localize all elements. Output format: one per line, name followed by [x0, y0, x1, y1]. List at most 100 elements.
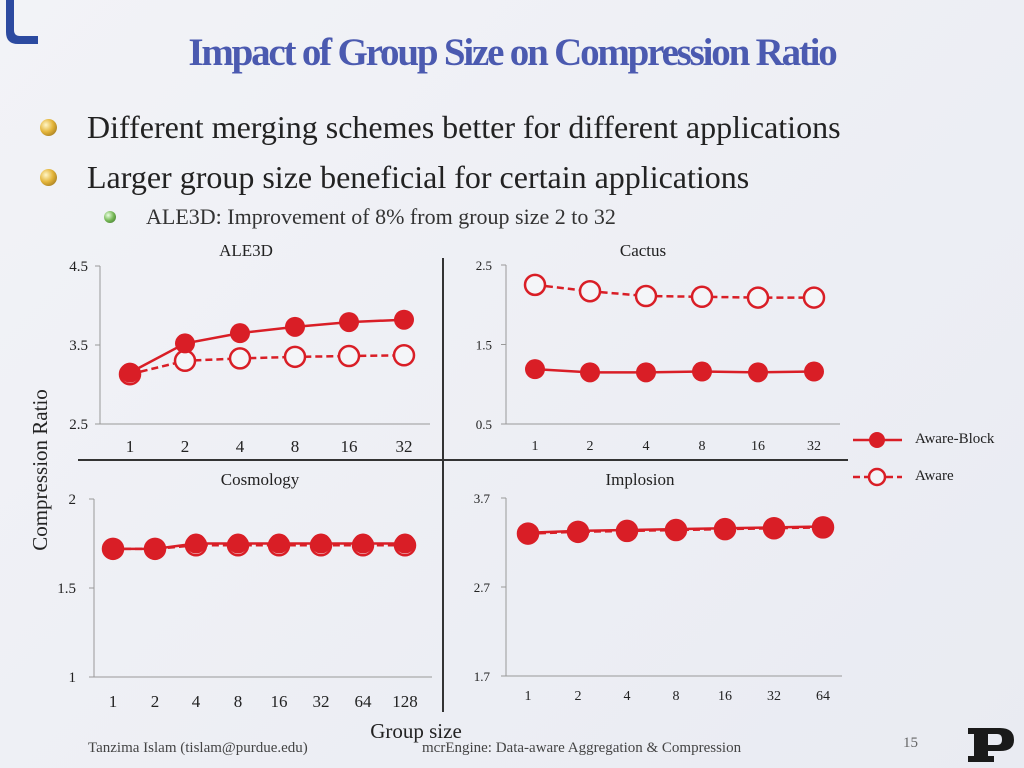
- cactus-point-aware: [634, 284, 658, 308]
- implosion-y-tick-label: 1.7: [474, 669, 491, 684]
- bullet-item-2: Larger group size beneficial for certain…: [40, 152, 841, 202]
- cactus-point-aware-block: [692, 361, 712, 382]
- implosion-x-tick-label: 8: [673, 689, 680, 704]
- ale3d-point-aware: [283, 345, 307, 369]
- bullet-list: Different merging schemes better for dif…: [40, 102, 841, 232]
- cosmology-y-tick-label: 1.5: [57, 581, 76, 597]
- cactus-point-aware: [690, 285, 714, 309]
- cactus-x-tick-label: 1: [532, 439, 539, 454]
- ale3d-point-aware: [228, 347, 252, 370]
- implosion-y-tick-label: 2.7: [474, 580, 491, 595]
- cosmology-point-aware-block: [145, 538, 165, 559]
- cactus-point-aware: [523, 273, 547, 297]
- cactus-point-aware: [578, 279, 602, 303]
- cosmology-point-aware-block: [228, 533, 248, 554]
- implosion-point-aware-block: [518, 522, 538, 543]
- cactus-point-aware-block: [525, 359, 545, 380]
- gold-bullet-icon: [40, 168, 57, 186]
- ale3d-point-aware: [392, 344, 416, 367]
- implosion-chart-title: Implosion: [606, 470, 675, 489]
- ale3d-x-tick-label: 8: [291, 437, 300, 456]
- cactus-point-aware-block: [636, 362, 656, 383]
- cosmology-x-tick-label: 8: [234, 692, 243, 711]
- cosmology-point-aware-block: [311, 533, 331, 554]
- ale3d-point-aware: [337, 344, 361, 368]
- cosmology-x-tick-label: 128: [392, 692, 418, 711]
- cactus-x-tick-label: 32: [807, 439, 821, 454]
- bullet-text-2: Larger group size beneficial for certain…: [87, 158, 750, 195]
- ale3d-point-aware-block: [394, 309, 414, 330]
- footer-title: mcrEngine: Data-aware Aggregation & Comp…: [422, 740, 742, 756]
- implosion-x-tick-label: 32: [767, 689, 781, 704]
- y-axis-label: Compression Ratio: [28, 389, 52, 551]
- ale3d-y-tick-label: 4.5: [69, 259, 88, 275]
- lab-logo-icon: [6, 0, 38, 44]
- legend-label-aware-block: Aware-Block: [915, 431, 995, 447]
- ale3d-y-tick-label: 2.5: [69, 417, 88, 433]
- cosmology-y-tick-label: 1: [69, 670, 77, 686]
- gold-bullet-icon: [40, 118, 57, 136]
- cosmology-x-tick-label: 64: [355, 692, 373, 711]
- implosion-point-aware-block: [666, 519, 686, 540]
- cosmology-y-tick-label: 2: [69, 492, 77, 508]
- cosmology-point-aware-block: [186, 533, 206, 554]
- ale3d-series-line-aware: [129, 354, 405, 376]
- slide-title: Impact of Group Size on Compression Rati…: [188, 31, 837, 74]
- cosmology-chart-title: Cosmology: [221, 470, 300, 489]
- implosion-x-tick-label: 1: [525, 689, 532, 704]
- sub-bullet-item: ALE3D: Improvement of 8% from group size…: [104, 202, 841, 232]
- cactus-x-tick-label: 2: [587, 439, 594, 454]
- cactus-point-aware: [802, 286, 826, 309]
- ale3d-point-aware: [173, 349, 197, 373]
- cactus-x-tick-label: 4: [643, 439, 650, 454]
- implosion-point-aware-block: [764, 517, 784, 538]
- cactus-series-line-aware: [534, 283, 814, 299]
- cactus-y-tick-label: 0.5: [476, 417, 492, 432]
- bullet-item-1: Different merging schemes better for dif…: [40, 102, 841, 152]
- bullet-text-1: Different merging schemes better for dif…: [87, 108, 841, 145]
- cactus-point-aware: [746, 286, 770, 309]
- cactus-point-aware-block: [580, 362, 600, 383]
- implosion-point-aware-block: [617, 520, 637, 541]
- ale3d-x-tick-label: 2: [181, 437, 190, 456]
- legend-marker-aware: [867, 467, 887, 487]
- ale3d-x-tick-label: 32: [396, 437, 413, 456]
- ale3d-x-tick-label: 4: [236, 437, 245, 456]
- implosion-y-tick-label: 3.7: [474, 491, 491, 506]
- implosion-point-aware-block: [568, 520, 588, 541]
- ale3d-y-tick-label: 3.5: [69, 338, 88, 354]
- cactus-point-aware-block: [804, 361, 824, 382]
- cactus-y-tick-label: 2.5: [476, 258, 492, 273]
- cosmology-x-tick-label: 2: [151, 692, 160, 711]
- ale3d-point-aware-block: [175, 333, 195, 354]
- green-bullet-icon: [104, 211, 116, 223]
- ale3d-point-aware-block: [120, 362, 140, 383]
- ale3d-point-aware-block: [230, 323, 250, 344]
- implosion-x-tick-label: 64: [816, 689, 830, 704]
- legend-marker-aware-block: [869, 432, 885, 448]
- cactus-x-tick-label: 8: [699, 439, 706, 454]
- ale3d-x-tick-label: 16: [341, 437, 358, 456]
- ale3d-point-aware-block: [285, 316, 305, 337]
- implosion-x-tick-label: 2: [575, 689, 582, 704]
- sub-bullet-text: ALE3D: Improvement of 8% from group size…: [146, 204, 616, 229]
- ale3d-chart-title: ALE3D: [219, 241, 273, 260]
- x-axis-label: Group size: [370, 719, 462, 743]
- cosmology-point-aware-block: [353, 533, 373, 554]
- legend-label-aware: Aware: [915, 468, 954, 484]
- footer-author: Tanzima Islam (tislam@purdue.edu): [88, 740, 308, 756]
- ale3d-x-tick-label: 1: [126, 437, 135, 456]
- cosmology-point-aware-block: [103, 538, 123, 559]
- cosmology-x-tick-label: 1: [109, 692, 118, 711]
- implosion-x-tick-label: 4: [624, 689, 631, 704]
- ale3d-point-aware-block: [339, 312, 359, 333]
- cactus-x-tick-label: 16: [751, 439, 765, 454]
- cactus-point-aware-block: [748, 362, 768, 383]
- implosion-point-aware-block: [813, 516, 833, 537]
- cactus-y-tick-label: 1.5: [476, 338, 492, 353]
- cactus-series-line-aware-block: [534, 367, 815, 374]
- cosmology-x-tick-label: 4: [192, 692, 201, 711]
- implosion-point-aware-block: [715, 518, 735, 539]
- cosmology-point-aware-block: [395, 533, 415, 554]
